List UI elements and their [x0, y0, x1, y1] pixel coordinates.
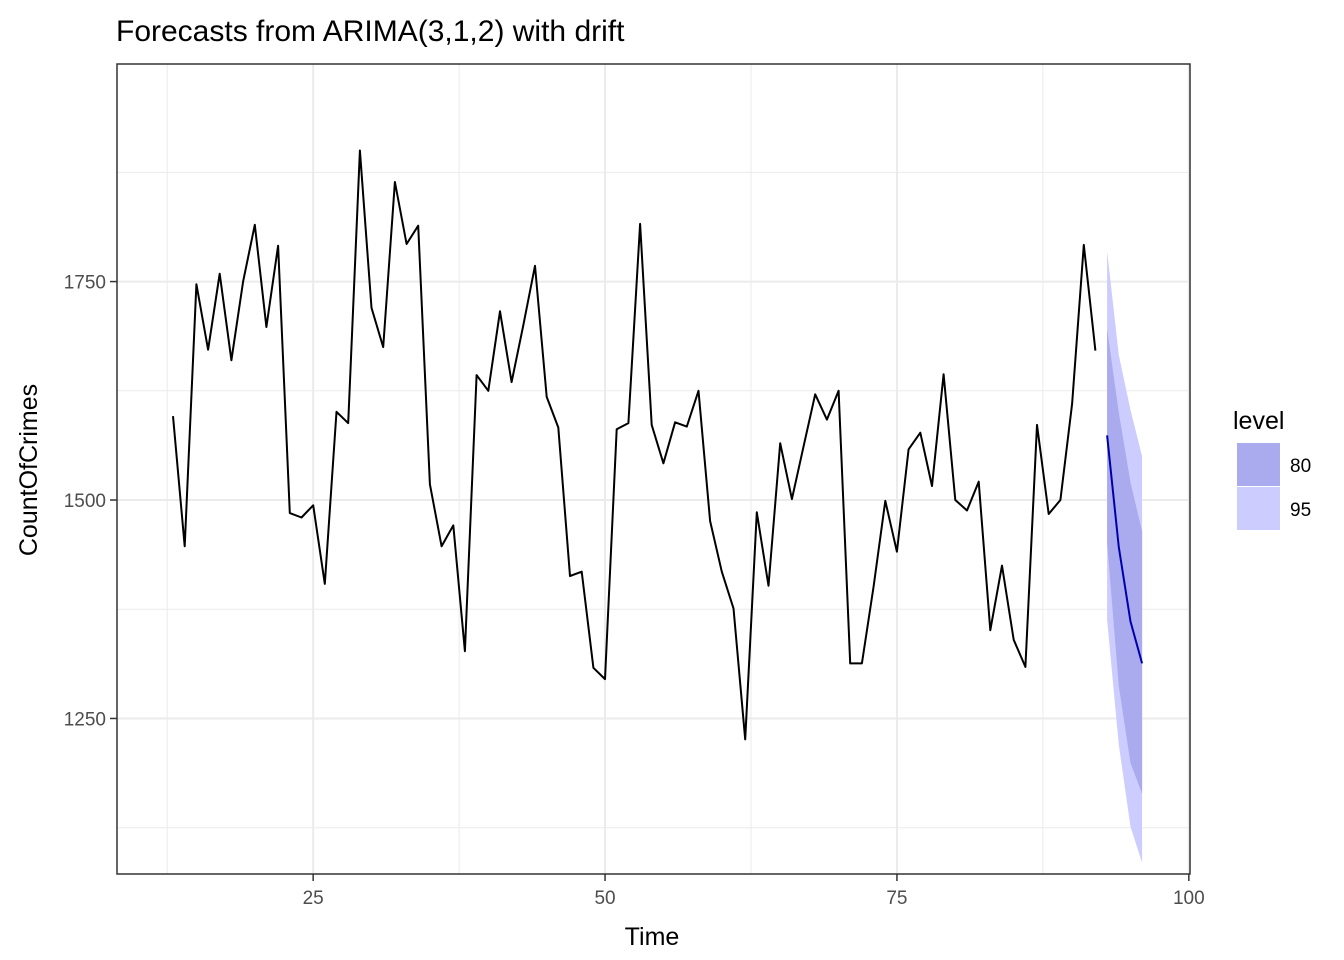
legend-title: level	[1233, 407, 1284, 435]
y-tick-label: 1250	[64, 709, 106, 730]
tick-labels: 25 50 75 100 1250 1500 1750	[64, 273, 1205, 909]
prediction-intervals	[1107, 251, 1143, 863]
history-line	[172, 149, 1097, 741]
x-tick-label: 100	[1173, 888, 1205, 909]
legend-label-95: 95	[1290, 500, 1311, 521]
chart-title: Forecasts from ARIMA(3,1,2) with drift	[116, 15, 625, 48]
y-tick-label: 1500	[64, 491, 106, 512]
panel-border	[116, 63, 1191, 875]
legend-key-95	[1237, 487, 1280, 530]
x-tick-label: 75	[886, 888, 907, 909]
legend-key-80	[1237, 443, 1280, 486]
y-tick-label: 1750	[64, 273, 106, 294]
x-tick-label: 50	[594, 888, 615, 909]
forecast-mean-line	[1106, 435, 1144, 664]
y-axis-title: CountOfCrimes	[15, 384, 43, 556]
series-lines	[172, 149, 1144, 741]
axis-ticks	[110, 280, 1190, 881]
x-tick-label: 25	[303, 888, 324, 909]
legend: level 80 95	[1233, 407, 1311, 530]
legend-label-80: 80	[1290, 456, 1311, 477]
x-axis-title: Time	[625, 923, 680, 951]
band-80	[1107, 328, 1143, 794]
grid-major	[117, 64, 1190, 874]
grid-minor	[117, 64, 1190, 874]
